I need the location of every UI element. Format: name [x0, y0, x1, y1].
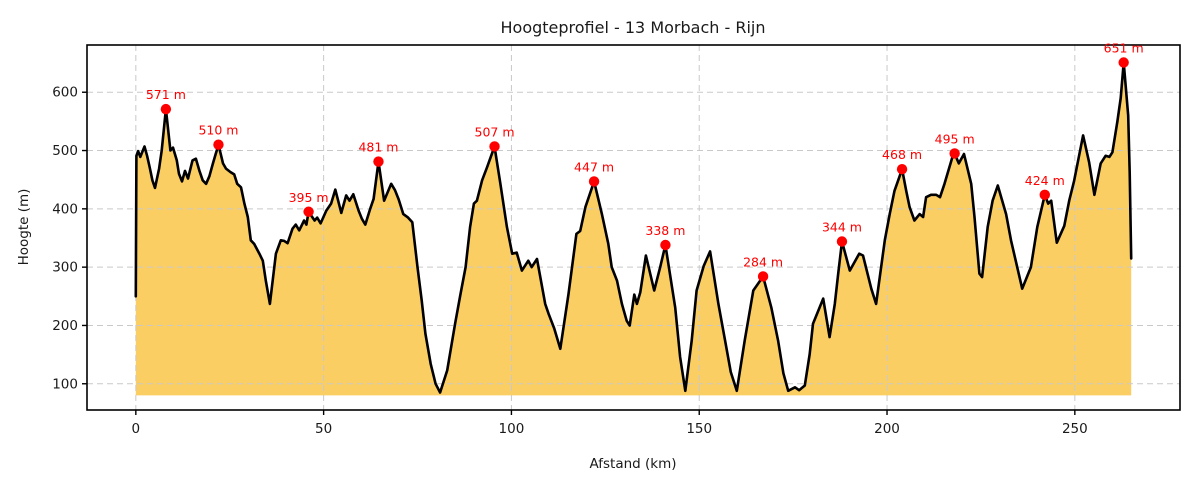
- y-tick-label: 400: [52, 201, 78, 217]
- chart-title: Hoogteprofiel - 13 Morbach - Rijn: [501, 18, 766, 37]
- x-axis-label: Afstand (km): [589, 456, 676, 472]
- peak-label: 495 m: [935, 131, 975, 146]
- peak-marker: [160, 103, 172, 115]
- peak-label: 338 m: [645, 223, 685, 238]
- elevation-area-fill: [135, 62, 1132, 396]
- peak-label: 507 m: [475, 124, 515, 139]
- x-tick-label: 150: [686, 421, 712, 437]
- y-tick-label: 200: [52, 318, 78, 334]
- peak-marker: [213, 139, 224, 150]
- peak-label: 395 m: [289, 190, 329, 205]
- peak-marker: [373, 156, 384, 167]
- peak-label: 344 m: [822, 219, 862, 234]
- y-axis-label: Hoogte (m): [16, 189, 32, 266]
- peak-label: 571 m: [146, 87, 186, 102]
- y-tick-label: 500: [52, 143, 78, 159]
- peak-marker: [896, 163, 908, 175]
- peak-marker: [489, 141, 500, 152]
- y-tick-label: 300: [52, 260, 78, 276]
- y-tick-label: 100: [52, 376, 78, 392]
- peak-label: 651 m: [1104, 40, 1144, 55]
- peak-label: 447 m: [574, 159, 614, 174]
- x-tick-label: 200: [874, 421, 900, 437]
- peak-marker: [1039, 189, 1050, 201]
- peak-marker: [303, 206, 314, 217]
- peak-marker: [1118, 57, 1129, 68]
- peak-marker: [949, 148, 960, 159]
- x-tick-label: 100: [499, 421, 525, 437]
- peak-label: 510 m: [198, 123, 238, 138]
- peak-label: 481 m: [358, 140, 398, 155]
- x-tick-label: 50: [315, 421, 332, 437]
- plot-border: [86, 44, 1181, 411]
- y-tick-label: 600: [52, 85, 78, 101]
- peak-label: 284 m: [743, 254, 783, 269]
- peak-marker: [836, 236, 848, 247]
- x-tick-label: 250: [1062, 421, 1088, 437]
- peak-label: 424 m: [1025, 173, 1065, 188]
- peak-marker: [588, 176, 600, 187]
- peak-marker: [757, 271, 769, 282]
- x-tick-label: 0: [132, 421, 141, 437]
- peak-marker: [660, 239, 671, 251]
- peak-label: 468 m: [882, 147, 922, 162]
